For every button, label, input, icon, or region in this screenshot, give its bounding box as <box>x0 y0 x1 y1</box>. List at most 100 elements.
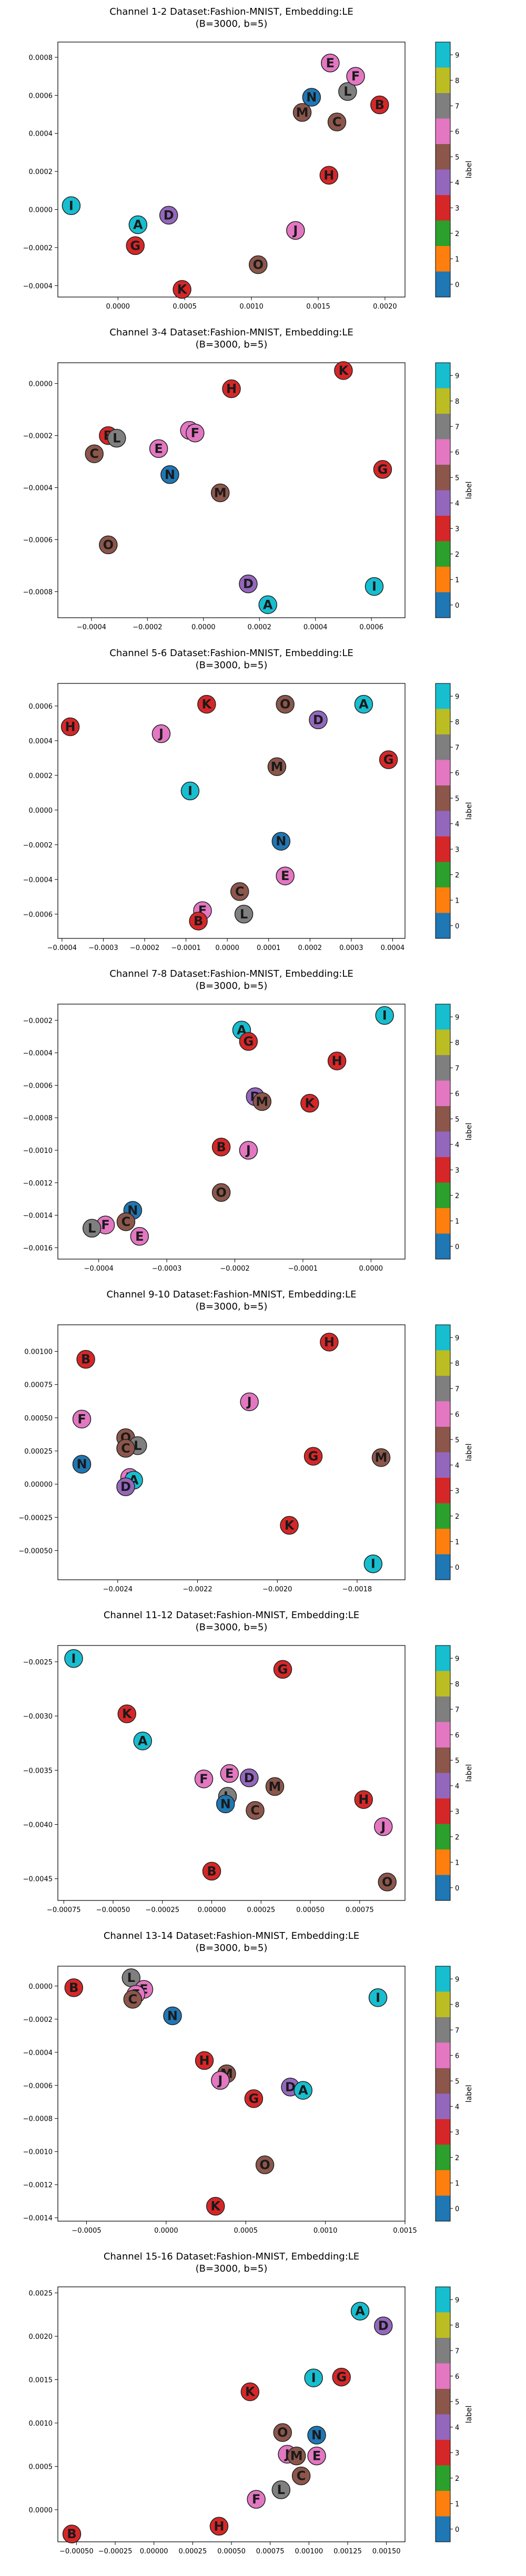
y-tick-label: 0.0002 <box>29 772 53 780</box>
x-tick-label: 0.0006 <box>359 623 383 631</box>
colorbar-segment <box>436 1645 450 1671</box>
point-marker <box>304 1447 323 1466</box>
colorbar-tick-label: 3 <box>455 2129 459 2137</box>
point-marker <box>287 2446 306 2466</box>
colorbar-segment <box>436 1875 450 1900</box>
colorbar-tick-label: 4 <box>455 1783 459 1791</box>
colorbar-segment <box>436 1773 450 1798</box>
point-label: C <box>297 2469 306 2483</box>
point-marker <box>76 1350 95 1369</box>
point-label: O <box>280 697 290 712</box>
x-tick-label: 0.0004 <box>381 944 405 952</box>
point-marker <box>128 215 148 234</box>
point-label: O <box>259 2158 270 2172</box>
point-label: F <box>252 2492 260 2507</box>
colorbar-tick-label: 0 <box>455 2526 459 2534</box>
point-label: K <box>305 1096 316 1110</box>
point-marker <box>130 1227 149 1246</box>
y-tick-label: −0.0016 <box>23 1244 53 1252</box>
point-marker <box>334 361 353 380</box>
colorbar-tick-label: 8 <box>455 1681 459 1689</box>
colorbar-segment <box>436 1131 450 1157</box>
colorbar-tick-label: 3 <box>455 1487 459 1495</box>
point-label: D <box>120 1479 131 1494</box>
colorbar-segment <box>436 2144 450 2170</box>
point-label: D <box>285 2080 296 2094</box>
point-marker <box>267 757 287 776</box>
point-marker <box>206 2196 225 2216</box>
chart-subtitle: (B=3000, b=5) <box>196 2263 268 2274</box>
x-tick-label: 0.0000 <box>154 2227 178 2235</box>
point-label: A <box>359 697 369 712</box>
point-marker <box>210 483 230 503</box>
point-label: C <box>122 1214 131 1229</box>
point-label: I <box>371 1557 376 1571</box>
point-marker <box>126 236 145 255</box>
colorbar-segment <box>436 439 450 465</box>
colorbar-label: label <box>465 802 473 820</box>
point-marker <box>72 1455 92 1474</box>
colorbar-frame <box>435 683 451 939</box>
point-label: G <box>278 1662 288 1677</box>
colorbar-segment <box>436 1747 450 1773</box>
colorbar-tick-label: 7 <box>455 423 459 431</box>
point-marker <box>240 1392 259 1412</box>
point-label: C <box>235 884 245 899</box>
point-marker <box>247 2490 266 2509</box>
point-marker <box>249 255 268 274</box>
point-marker <box>363 1554 383 1573</box>
colorbar-tick-label: 8 <box>455 77 459 85</box>
point-label: I <box>372 579 377 594</box>
chart-subtitle: (B=3000, b=5) <box>196 18 268 29</box>
point-marker <box>234 905 254 924</box>
point-marker <box>149 439 168 458</box>
colorbar-segment <box>436 2338 450 2364</box>
colorbar-tick-label: 6 <box>455 128 459 136</box>
point-marker <box>307 2446 326 2466</box>
colorbar-tick-label: 0 <box>455 2205 459 2213</box>
y-tick-label: 0.0000 <box>29 2507 53 2514</box>
point-marker <box>239 1032 258 1051</box>
x-tick-label: 0.00000 <box>140 2548 168 2555</box>
colorbar-tick-label: 0 <box>455 1243 459 1251</box>
point-label: M <box>269 1779 281 1794</box>
point-marker <box>116 1477 135 1496</box>
point-label: F <box>199 1772 208 1786</box>
colorbar-segment <box>436 709 450 734</box>
colorbar-tick-label: 5 <box>455 1757 459 1765</box>
colorbar-tick-label: 7 <box>455 1706 459 1714</box>
plot-area <box>57 2286 406 2542</box>
point-marker <box>160 465 179 484</box>
point-label: J <box>292 223 298 238</box>
colorbar-label: label <box>465 1444 473 1461</box>
colorbar-tick-label: 2 <box>455 551 459 559</box>
colorbar-label: label <box>465 482 473 499</box>
point-marker <box>327 113 347 131</box>
point-label: F <box>101 1218 109 1232</box>
point-label: G <box>336 2370 347 2385</box>
point-marker <box>291 2466 311 2486</box>
point-label: H <box>324 1335 335 1350</box>
point-marker <box>276 694 295 714</box>
x-tick-label: −0.0004 <box>84 1265 113 1273</box>
colorbar-tick-label: 1 <box>455 1218 459 1225</box>
y-tick-label: −0.0030 <box>23 1713 53 1721</box>
colorbar-tick-label: 9 <box>455 52 459 59</box>
point-marker <box>240 2382 260 2401</box>
colorbar-tick-label: 6 <box>455 1090 459 1098</box>
point-marker <box>209 2517 229 2536</box>
colorbar-segment <box>436 1722 450 1747</box>
point-label: O <box>253 257 264 272</box>
x-tick-label: 0.0003 <box>339 944 363 952</box>
point-marker <box>197 694 216 714</box>
x-tick-label: 0.0002 <box>247 623 271 631</box>
colorbar-tick-label: 5 <box>455 1116 459 1123</box>
colorbar-tick-label: 9 <box>455 1976 459 1984</box>
colorbar-frame <box>435 362 451 618</box>
point-label: J <box>246 1395 252 1409</box>
colorbar-segment <box>436 1824 450 1849</box>
y-tick-label: 0.00025 <box>24 1448 53 1456</box>
scatter-panel: Channel 15-16 Dataset:Fashion-MNIST, Emb… <box>0 2245 526 2565</box>
y-tick-label: −0.0008 <box>23 2115 53 2123</box>
point-marker <box>220 1764 239 1783</box>
